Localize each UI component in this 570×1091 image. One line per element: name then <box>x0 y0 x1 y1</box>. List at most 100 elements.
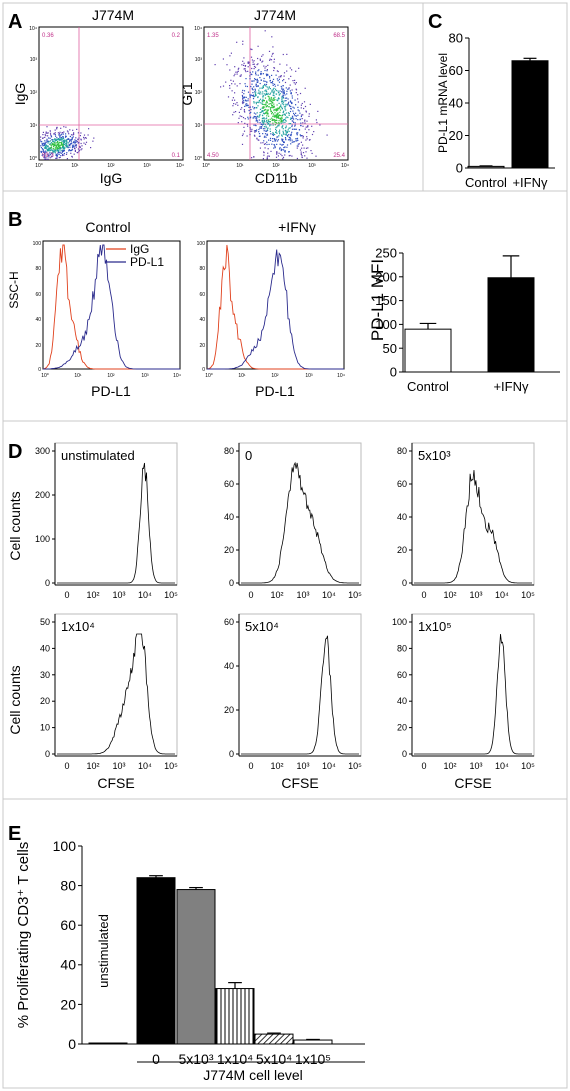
event-dot <box>59 151 61 153</box>
event-dot <box>303 147 305 149</box>
tick: 10³ <box>30 57 38 63</box>
event-dot <box>308 113 310 115</box>
panel-a-plot-2-yticks: 10⁰ 10¹ 10² 10³ 10⁴ <box>194 26 202 162</box>
event-dot <box>45 157 47 159</box>
event-dot <box>267 113 269 115</box>
event-dot <box>236 73 238 75</box>
event-dot <box>253 60 255 62</box>
event-dot <box>80 132 82 134</box>
event-dot <box>57 132 59 134</box>
event-dot <box>272 105 274 108</box>
event-dot <box>245 85 247 87</box>
event-dot <box>55 149 57 151</box>
event-dot <box>68 149 70 151</box>
event-dot <box>266 128 268 130</box>
event-dot <box>71 149 73 151</box>
event-dot <box>285 120 287 122</box>
event-dot <box>61 151 63 153</box>
event-dot <box>251 83 253 85</box>
panel-c-letter: C <box>428 11 442 33</box>
y-tick-label: 50 <box>40 617 50 627</box>
panel-d-letter: D <box>8 441 22 463</box>
event-dot <box>41 143 43 145</box>
event-dot <box>236 102 238 104</box>
event-dot <box>277 80 279 82</box>
event-dot <box>264 94 267 96</box>
event-dot <box>276 99 278 101</box>
event-dot <box>276 70 278 72</box>
event-dot <box>282 143 284 146</box>
event-dot <box>243 57 245 59</box>
event-dot <box>278 122 280 124</box>
event-dot <box>255 91 257 93</box>
event-dot <box>272 138 274 140</box>
event-dot <box>263 80 265 82</box>
panel-a-plot-1-q-ul: 0.36 <box>42 33 54 39</box>
y-tick-label: 20 <box>397 545 407 555</box>
event-dot <box>289 137 291 139</box>
event-dot <box>257 85 259 87</box>
event-dot <box>267 110 269 112</box>
event-dot <box>281 115 283 117</box>
event-dot <box>287 103 289 105</box>
panel-b-hist-1-title: Control <box>85 219 130 235</box>
event-dot <box>255 74 257 76</box>
event-dot <box>250 56 253 58</box>
event-dot <box>74 150 76 152</box>
event-dot <box>254 116 256 118</box>
event-dot <box>45 135 47 137</box>
event-dot <box>262 117 264 119</box>
event-dot <box>288 134 290 136</box>
event-dot <box>264 30 266 32</box>
event-dot <box>252 61 254 63</box>
event-dot <box>262 60 264 62</box>
event-dot <box>75 144 77 146</box>
event-dot <box>290 123 292 125</box>
event-dot <box>48 148 50 150</box>
event-dot <box>56 145 58 147</box>
event-dot <box>262 85 265 87</box>
event-dot <box>278 114 280 116</box>
event-dot <box>46 158 48 160</box>
event-dot <box>46 132 48 134</box>
event-dot <box>265 121 267 123</box>
event-dot <box>260 127 262 129</box>
event-dot <box>259 82 261 85</box>
event-dot <box>274 96 276 98</box>
event-dot <box>243 62 245 64</box>
event-dot <box>266 130 268 132</box>
event-dot <box>246 103 248 105</box>
panel-a: A J774M 0.36 0.2 99.3 0.1 IgG IgG 10⁰ 10… <box>8 7 349 186</box>
event-dot <box>300 122 302 124</box>
event-dot <box>279 147 281 149</box>
panel-e-chart: 0 20 40 60 80 100 0 5x10³ 1x10⁴ 5x10⁴ 1x10⁵ <box>53 838 365 1067</box>
event-dot <box>311 125 313 127</box>
event-dot <box>273 138 275 140</box>
event-dot <box>276 104 278 106</box>
event-dot <box>265 102 267 104</box>
event-dot <box>264 67 266 69</box>
event-dot <box>295 70 297 72</box>
x-tick-label: 10³ <box>296 590 309 600</box>
event-dot <box>245 105 247 107</box>
hist-label: 1x10⁵ <box>418 619 452 634</box>
event-dot <box>282 119 284 121</box>
event-dot <box>263 130 265 132</box>
event-dot <box>68 133 70 135</box>
event-dot <box>85 137 87 139</box>
event-dot <box>42 142 44 144</box>
event-dot <box>319 124 321 126</box>
event-dot <box>242 99 244 102</box>
event-dot <box>308 115 310 117</box>
event-dot <box>77 132 79 134</box>
event-dot <box>265 93 268 95</box>
event-dot <box>274 120 276 122</box>
event-dot <box>251 87 253 89</box>
event-dot <box>263 136 265 138</box>
event-dot <box>288 101 290 103</box>
event-dot <box>222 85 225 87</box>
y-tick-label: 300 <box>35 446 50 456</box>
event-dot <box>69 139 71 141</box>
panel-b-hist-1: Control IgG PD-L1 PD-L1 100 80 60 40 20 … <box>33 219 181 399</box>
x-tick-label: 10⁴ <box>138 761 152 771</box>
